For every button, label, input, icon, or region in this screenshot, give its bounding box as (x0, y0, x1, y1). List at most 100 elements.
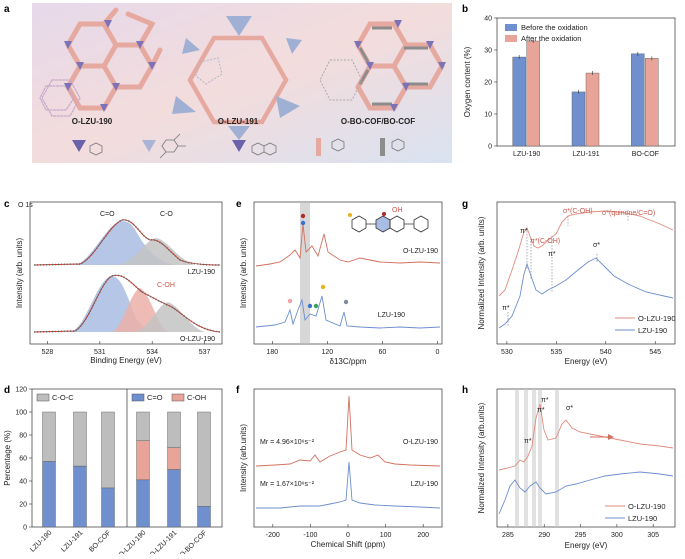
sample-label-lzu-190-e: LZU-190 (378, 312, 405, 319)
legend-swatch-before (505, 24, 517, 31)
h-tick-label-285: 285 (502, 532, 514, 539)
stack-o-lzu-190-c-o-c (136, 411, 150, 441)
b-ytick-label-10: 10 (484, 112, 492, 119)
legend-lzu-190-g: LZU-190 (638, 326, 667, 335)
legend-c-o-double: C=O (147, 393, 163, 402)
panel-d-ylabel: Percentage (%) (3, 430, 12, 486)
panel-h-ylabel: Normalized Intensity (arb.units) (477, 402, 486, 513)
stack-o-bo-cof-c-o (197, 506, 211, 528)
panel-e: e OH O-LZU-190 LZU-190 180 120 60 0 δ13C/pp… (236, 199, 443, 366)
annotation-h-pi-1: π* (524, 438, 532, 445)
marker-yellow-dot (320, 284, 326, 290)
sample-label-o-lzu-190-e: O-LZU-190 (403, 248, 438, 255)
panel-d-y-axis: 0 20 40 60 80 100 120 (15, 387, 32, 532)
stack-bo-cof-c-o (101, 487, 115, 528)
stack-o-lzu-191-c-o-c (167, 411, 181, 448)
g-tick-label-545: 545 (649, 349, 661, 356)
annotation-h-pi-2: π* (537, 407, 545, 414)
triangle-node-icon (72, 140, 86, 152)
panel-f-xlabel: Chemical Shift (ppm) (311, 540, 386, 549)
fit-curve-top (33, 219, 221, 266)
d-ytick-label-120: 120 (15, 387, 27, 394)
panel-d-label: d (4, 385, 10, 396)
building-block-legend (72, 133, 405, 159)
e-tick-label-60: 60 (378, 349, 386, 356)
annotation-pi-star-mid: π* (548, 251, 556, 258)
panel-f: f Mr = 4.96×10⁶s⁻² Mr = 1.67×10⁶s⁻² O-LZ… (236, 385, 443, 549)
panel-c-xlabel: Binding Energy (eV) (90, 356, 162, 365)
structure-o-bo-cof (319, 20, 446, 112)
highlight-bands-h (515, 389, 559, 527)
c-tick-label-534: 534 (146, 349, 158, 356)
data-points-bottom (33, 274, 221, 333)
annotation-pi-star-top: π* (520, 228, 528, 235)
d-ytick-label-0: 0 (23, 525, 27, 532)
panel-e-label: e (236, 199, 242, 210)
panel-b-x-labels: LZU-190 LZU-191 BO-COF (513, 151, 659, 158)
panel-f-ylabel: Intensity (arb.units) (239, 424, 248, 492)
f-tick-label-200: -200 (266, 532, 280, 539)
xanes-o-lzu-190 (498, 210, 674, 297)
benzene-icon (391, 138, 405, 152)
stack-bo-cof-c-o-c (101, 411, 115, 489)
bar-bo-cof-after-the-oxidation (645, 58, 659, 147)
d-xlabel-o-lzu-190: O-LZU-190 (118, 529, 148, 554)
legend-swatch-c-o-c (36, 393, 50, 402)
panel-g-label: g (462, 199, 468, 210)
sample-label-lzu-190-f: LZU-190 (411, 481, 438, 488)
panel-f-x-ticks: -200 -100 0 100 200 (266, 524, 429, 539)
panel-e-x-ticks: 180 120 60 0 (266, 341, 439, 356)
marker-blue-dot-top (300, 220, 306, 226)
c-tick-label-531: 531 (94, 349, 106, 356)
phenol-icon (89, 142, 103, 156)
b-xlabel-lzu-191: LZU-191 (572, 151, 599, 158)
panel-e-frame (253, 201, 443, 345)
bar-lzu-191-before-the-oxidation (571, 91, 586, 147)
panel-f-label: f (236, 385, 240, 396)
xanes-c-o-lzu-190 (498, 403, 674, 471)
benzoxazole-icon (251, 142, 277, 156)
highlight-band (300, 202, 310, 344)
d-xlabel-o-bo-cof: O-BO-COF (179, 529, 209, 554)
legend-c-oh: C-OH (187, 393, 206, 402)
d-ytick-label-40: 40 (19, 479, 27, 486)
g-tick-label-530: 530 (501, 349, 513, 356)
d-ytick-label-100: 100 (15, 410, 27, 417)
structure-o-lzu-190 (39, 7, 163, 117)
f-tick-label-100: 100 (380, 532, 392, 539)
marker-blue-dot (307, 303, 313, 309)
sample-label-o-lzu-190-f: O-LZU-190 (403, 439, 438, 446)
peak-label-c-o-double: C=O (100, 211, 115, 218)
triangle-node-light-icon (142, 140, 156, 152)
panel-b: b 0 10 20 30 40 LZU-190 LZU-191 BO-COF Oxygen … (462, 4, 676, 158)
nmr-o-lzu-190 (255, 395, 441, 467)
reference-lines-g (507, 210, 629, 326)
legend-swatch-c-o-double (131, 393, 145, 402)
e-tick-label-180: 180 (266, 349, 278, 356)
panel-g: g π* π*(C-OH) π* σ*(C-OH) σ*(quinone/C=O… (462, 199, 676, 366)
panel-h-frame (496, 388, 676, 528)
panel-h-xlabel: Energy (eV) (565, 541, 608, 550)
panel-g-xlabel: Energy (eV) (565, 357, 608, 366)
stack-o-lzu-191-c-oh (167, 447, 181, 470)
panel-a: a O-LZU-190 (4, 3, 452, 163)
legend-o-lzu-190-h: O-LZU-190 (628, 502, 666, 511)
sample-label-lzu-190: LZU-190 (188, 269, 215, 276)
oh-label: OH (392, 207, 403, 214)
panel-c-ylabel: Intensity (arb. units) (15, 238, 24, 309)
h-tick-label-305: 305 (647, 532, 659, 539)
annotation-h-sigma: σ* (566, 405, 573, 412)
c-tick-label-528: 528 (42, 349, 54, 356)
panel-e-ylabel: Intensity (arb. units) (239, 238, 248, 309)
xanes-c-lzu-190 (498, 471, 674, 515)
panel-c-x-ticks: 528 531 534 537 (42, 341, 210, 356)
d-ytick-label-80: 80 (19, 433, 27, 440)
stack-lzu-191-c-o (73, 465, 87, 528)
panel-a-label: a (4, 4, 10, 15)
annotation-sigma-star-c-oh: σ*(C-OH) (563, 208, 593, 215)
bar-lzu-190-before-the-oxidation (512, 56, 526, 147)
b-xlabel-bo-cof: BO-COF (632, 151, 659, 158)
f-tick-label-0: 0 (346, 532, 350, 539)
legend-lzu-190-h: LZU-190 (628, 514, 657, 523)
structure-label-o-lzu-190: O-LZU-190 (72, 117, 113, 126)
